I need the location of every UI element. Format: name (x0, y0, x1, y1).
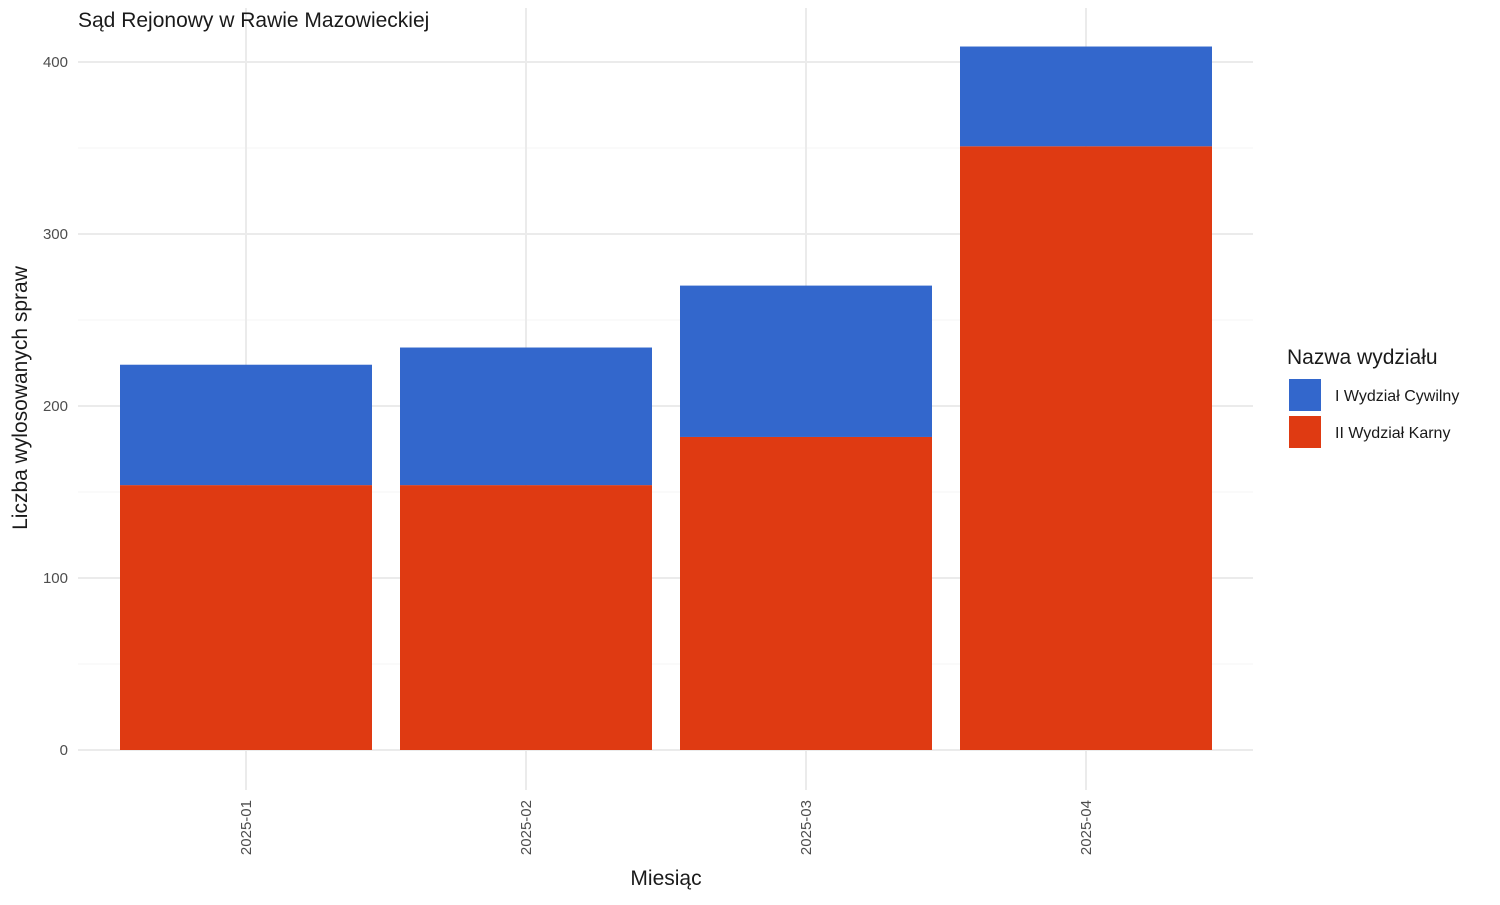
x-tick-label: 2025-02 (518, 800, 535, 855)
bar-2025-02-karny (400, 485, 652, 750)
legend-title: Nazwa wydziału (1287, 346, 1438, 369)
y-tick-label: 100 (43, 570, 68, 587)
legend-swatch-criminal (1289, 416, 1321, 448)
bar-2025-01-karny (120, 485, 372, 750)
chart-title: Sąd Rejonowy w Rawie Mazowieckiej (78, 9, 429, 32)
y-axis-title: Liczba wylosowanych spraw (9, 265, 32, 530)
x-tick-label: 2025-03 (798, 800, 815, 855)
bar-2025-04-cywilny (960, 46, 1212, 147)
legend-label-criminal: II Wydział Karny (1335, 425, 1450, 442)
x-tick-label: 2025-04 (1078, 800, 1095, 855)
y-tick-label: 0 (60, 742, 68, 759)
tick-labels: 0 100 200 300 400 2025-01 2025-02 2025-03 2025-0… (43, 54, 1095, 855)
x-tick-label: 2025-01 (238, 800, 255, 855)
y-tick-label: 300 (43, 226, 68, 243)
bar-2025-03-cywilny (680, 285, 932, 437)
x-axis-title: Miesiąc (630, 867, 701, 890)
bar-2025-02-cywilny (400, 347, 652, 486)
legend-label-civil: I Wydział Cywilny (1335, 388, 1459, 405)
legend: Nazwa wydziału I Wydział Cywilny II Wydz… (1287, 346, 1459, 448)
legend-swatch-civil (1289, 379, 1321, 411)
bar-2025-01-cywilny (120, 364, 372, 486)
bars (120, 46, 1212, 750)
y-tick-label: 400 (43, 54, 68, 71)
bar-2025-04-karny (960, 146, 1212, 750)
y-tick-label: 200 (43, 398, 68, 415)
bar-2025-03-karny (680, 436, 932, 750)
